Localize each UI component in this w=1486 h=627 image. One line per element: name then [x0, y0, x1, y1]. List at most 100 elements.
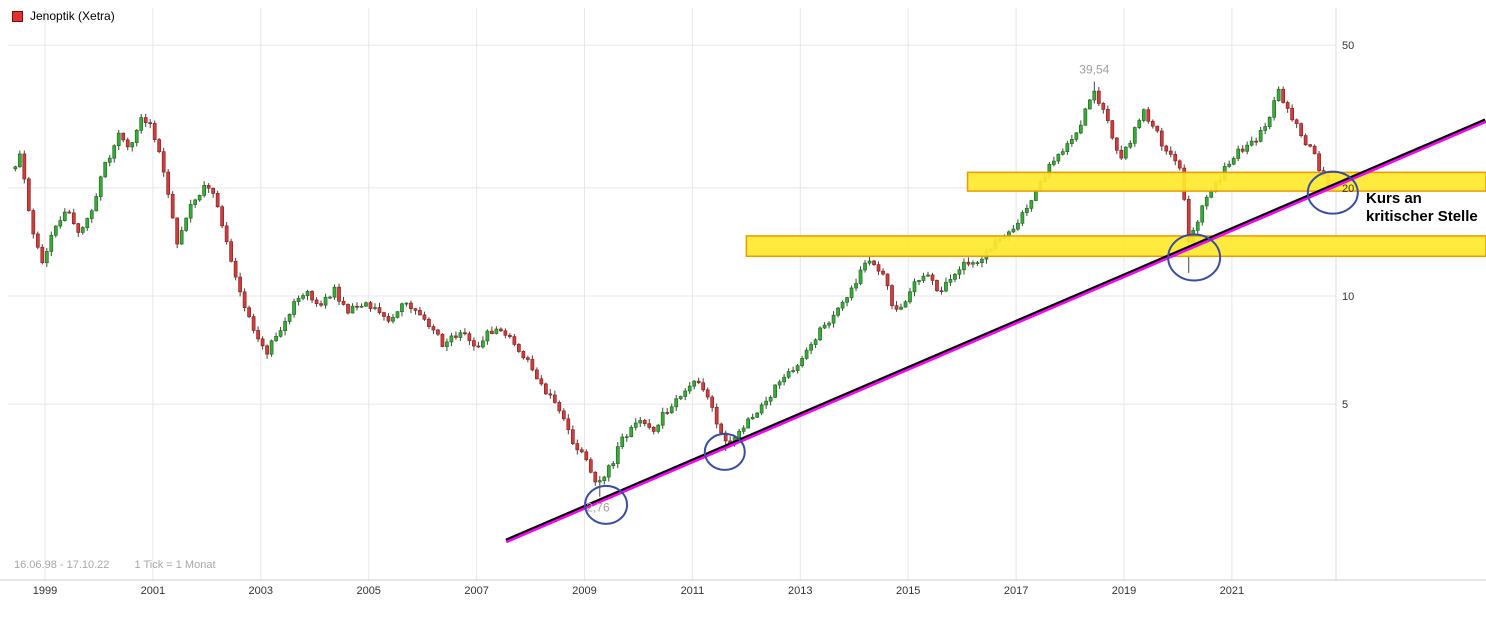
candle-body: [197, 195, 202, 201]
candle-body: [440, 333, 445, 347]
candle-body: [292, 301, 296, 315]
candle-body: [1074, 132, 1079, 140]
candle-body: [121, 132, 126, 141]
gridlines: [0, 8, 1486, 581]
candle-body: [1034, 190, 1038, 201]
candle-body: [566, 418, 571, 431]
candle-body: [1087, 99, 1092, 110]
candle-body: [517, 344, 521, 352]
candle-body: [283, 321, 287, 331]
extreme-price-label: 39,54: [1079, 63, 1109, 77]
support-zone: [966, 171, 1486, 192]
legend: Jenoptik (Xetra): [12, 9, 115, 23]
candle-body: [1227, 163, 1232, 167]
candle-body: [1272, 100, 1277, 118]
candles: [13, 81, 1330, 497]
candle-body: [971, 262, 975, 265]
candle-body: [1146, 109, 1151, 122]
candle-body: [1078, 124, 1083, 134]
candle-body: [1204, 196, 1209, 207]
candle-body: [332, 286, 337, 298]
candle-body: [238, 276, 242, 293]
candle-body: [1128, 142, 1133, 148]
candle-body: [134, 130, 139, 143]
candle-body: [1245, 144, 1250, 152]
candle-body: [804, 349, 809, 359]
candle-body: [651, 426, 656, 432]
candle-body: [714, 407, 719, 425]
y-axis-tick-label: 10: [1342, 291, 1354, 303]
candle-body: [13, 166, 18, 170]
candle-body: [543, 383, 548, 395]
candle-body: [678, 396, 683, 400]
trendline-magenta: [505, 120, 1486, 544]
candle-body: [503, 330, 508, 336]
candle-body: [831, 314, 836, 324]
candle-body: [40, 246, 45, 264]
candle-body: [1123, 146, 1128, 159]
candle-body: [1110, 120, 1115, 139]
candle-body: [179, 230, 184, 245]
candle-body: [876, 264, 881, 272]
y-axis-tick-label: 20: [1342, 183, 1354, 195]
candle-body: [490, 330, 494, 334]
candle-body: [854, 283, 858, 289]
candle-body: [1173, 154, 1178, 162]
candle-body: [1299, 123, 1303, 137]
candle-body: [809, 344, 813, 351]
candle-body: [1132, 127, 1137, 144]
candle-body: [463, 332, 467, 335]
candle-body: [481, 340, 485, 348]
candle-body: [229, 241, 233, 262]
candle-body: [355, 305, 359, 308]
candle-body: [921, 275, 926, 281]
candle-body: [539, 378, 544, 385]
candle-body: [759, 404, 764, 414]
trendline: [505, 118, 1486, 544]
candle-body: [1308, 144, 1312, 147]
candle-body: [323, 296, 328, 306]
legend-title: Jenoptik (Xetra): [30, 9, 115, 23]
candle-body: [94, 196, 99, 212]
candle-body: [224, 225, 229, 243]
candle-body: [148, 122, 153, 124]
candle-body: [795, 365, 800, 371]
candle-body: [391, 317, 395, 322]
candle-body: [278, 330, 283, 337]
y-axis-tick-label: 50: [1342, 40, 1354, 52]
candle-body: [908, 291, 912, 303]
highlight-circle: [1167, 233, 1222, 282]
candle-body: [1155, 125, 1160, 132]
candle-body: [116, 132, 121, 147]
highlight-circles: [584, 170, 1359, 525]
candle-body: [719, 423, 724, 434]
candle-body: [98, 176, 103, 197]
candle-body: [1065, 143, 1070, 153]
candle-body: [642, 420, 647, 425]
candle-body: [1312, 145, 1317, 155]
candle-body: [413, 308, 418, 311]
candle-body: [431, 326, 436, 331]
x-axis-tick-label: 2011: [681, 585, 705, 597]
candle-body: [701, 382, 706, 391]
candle-body: [548, 393, 553, 396]
candle-body: [485, 330, 490, 342]
candle-body: [620, 436, 625, 447]
candle-body: [638, 420, 643, 424]
candle-body: [314, 299, 319, 305]
point-labels: 39,54 2,76: [586, 63, 1109, 515]
x-axis-tick-label: 2021: [1220, 585, 1244, 597]
candle-body: [966, 261, 971, 265]
candle-body: [1025, 207, 1029, 213]
candle-body: [615, 446, 620, 464]
candle-body: [1294, 119, 1299, 124]
candle-body: [786, 371, 791, 378]
x-axis-tick-label: 1999: [33, 585, 57, 597]
candle-body: [184, 217, 189, 231]
candle-body: [980, 258, 984, 263]
candle-body: [849, 287, 854, 298]
candle-body: [741, 427, 746, 432]
candle-body: [1281, 88, 1286, 103]
candle-body: [836, 307, 840, 316]
